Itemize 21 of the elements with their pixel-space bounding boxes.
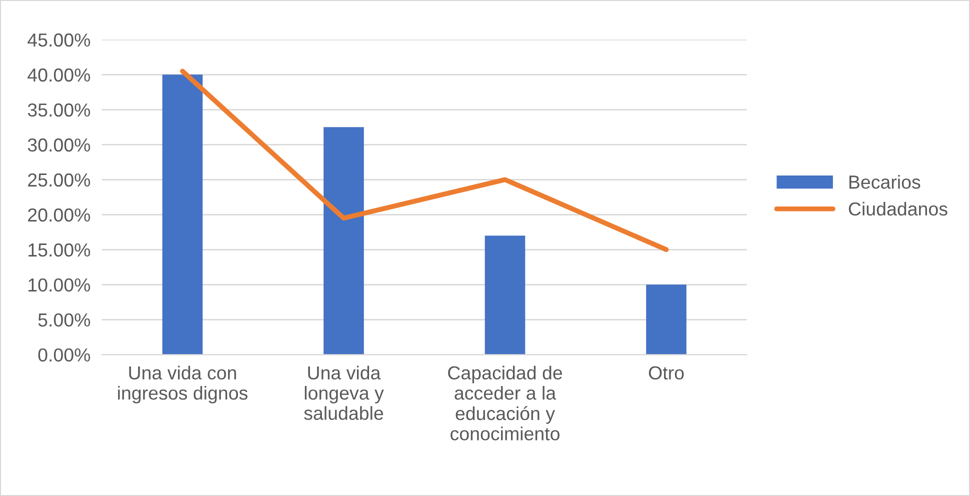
y-tick-label: 0.00%: [38, 348, 90, 362]
x-tick-label: Una vida longeva y saludable: [304, 366, 384, 420]
bar: [324, 127, 364, 355]
y-tick-label: 5.00%: [38, 313, 90, 327]
y-tick-label: 10.00%: [28, 278, 90, 292]
y-tick-label: 30.00%: [28, 138, 90, 152]
line-series: [180, 68, 669, 252]
y-tick-label: 20.00%: [28, 208, 90, 222]
x-tick-label: Capacidad de acceder a la educación y conocimiento: [448, 366, 562, 440]
bar: [646, 284, 686, 355]
legend-label: Becarios: [849, 174, 920, 189]
y-tick-label: 35.00%: [28, 103, 90, 117]
y-tick-label: 40.00%: [28, 68, 90, 82]
y-tick-label: 15.00%: [28, 243, 90, 257]
legend-label: Ciudadanos: [848, 202, 948, 216]
y-tick-label: 25.00%: [28, 173, 90, 187]
bar: [484, 236, 526, 355]
y-tick-label: 45.00%: [28, 33, 90, 47]
bar: [162, 74, 203, 355]
x-tick-label: Una vida con ingresos dignos: [118, 366, 248, 404]
x-tick-label: Otro: [648, 366, 684, 380]
